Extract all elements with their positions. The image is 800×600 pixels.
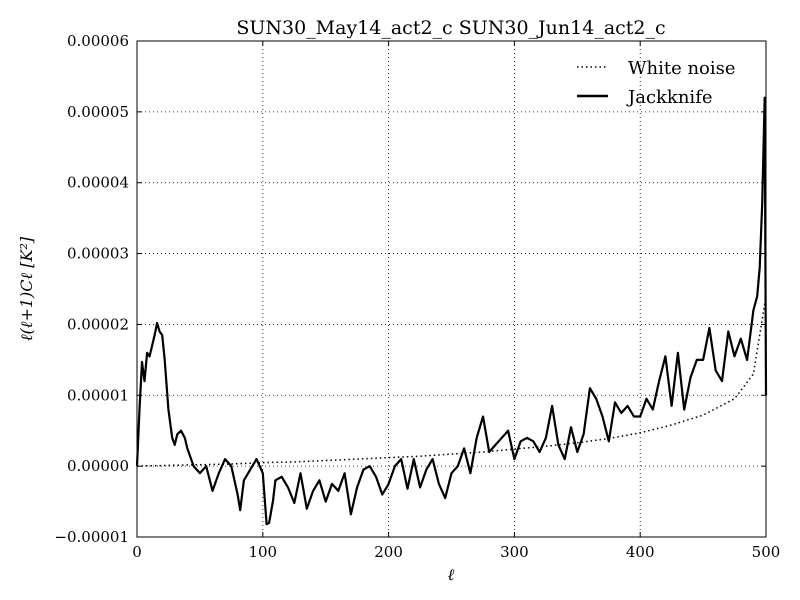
- plot-frame: [136, 40, 767, 538]
- series-layer: [135, 96, 768, 526]
- y-tick-label: 0.00005: [67, 103, 129, 121]
- chart-title: SUN30_May14_act2_c SUN30_Jun14_act2_c: [236, 17, 665, 39]
- y-tick-label: 0.00003: [67, 245, 129, 263]
- x-tick-label: 0: [132, 543, 142, 561]
- y-tick-label: 0.00006: [67, 32, 129, 50]
- x-tick-label: 300: [500, 543, 529, 561]
- axis-ticks: 0 100 200 300 400 500 −0.00001 0.00000 0.00001 0.…: [54, 32, 780, 561]
- y-tick-label: 0.00001: [67, 386, 129, 404]
- y-tick-label: −0.00001: [54, 528, 129, 546]
- grid-lines: [137, 41, 766, 537]
- x-tick-label: 200: [374, 543, 403, 561]
- legend-label-white-noise: White noise: [628, 58, 736, 79]
- x-axis-label: ℓ: [448, 565, 455, 584]
- x-tick-label: 500: [752, 543, 781, 561]
- y-tick-label: 0.00000: [67, 457, 129, 475]
- series-line-white-noise: [136, 295, 767, 467]
- y-tick-label: 0.00004: [67, 174, 129, 192]
- y-axis-label: ℓ(ℓ+1)Cℓ [K²]: [17, 236, 36, 341]
- legend-label-jackknife: Jackknife: [626, 87, 713, 108]
- x-tick-label: 400: [626, 543, 655, 561]
- series-line-jackknife: [135, 96, 768, 526]
- x-tick-label: 100: [248, 543, 277, 561]
- legend: White noise Jackknife: [577, 58, 736, 108]
- y-tick-label: 0.00002: [67, 315, 129, 333]
